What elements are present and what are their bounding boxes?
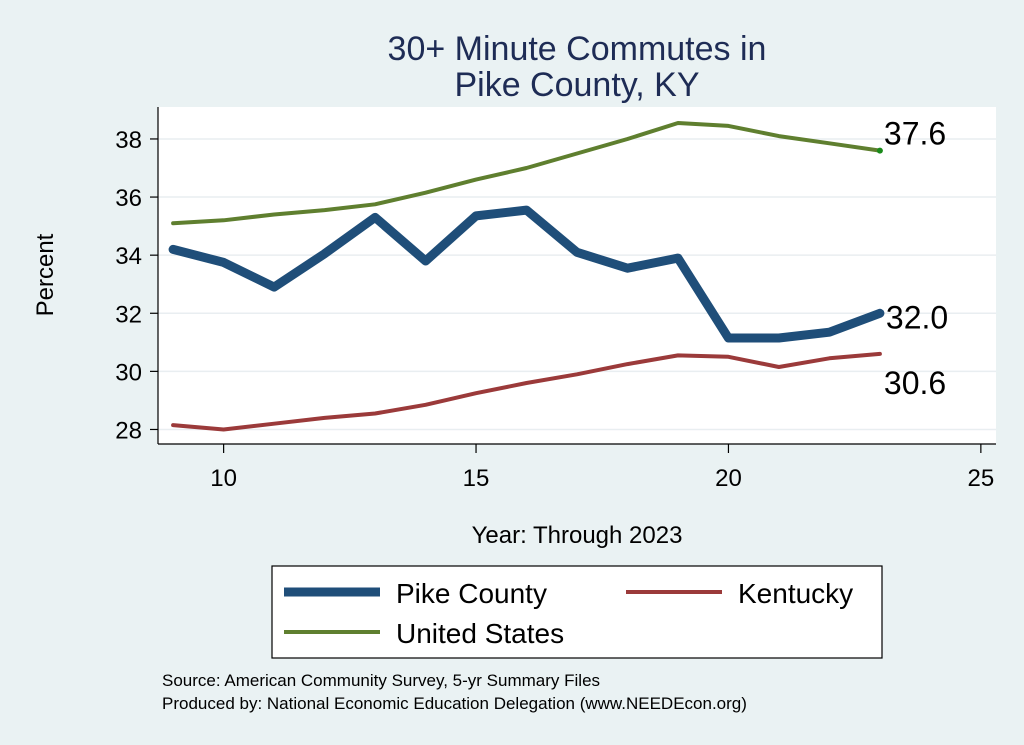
x-axis-title: Year: Through 2023 <box>472 522 683 549</box>
end-label-kentucky: 30.6 <box>884 365 946 401</box>
x-tick-label: 15 <box>463 465 490 492</box>
series-layer <box>168 121 885 432</box>
chart-title-line-2: Pike County, KY <box>454 66 699 104</box>
y-tick-label: 38 <box>115 127 142 154</box>
legend-label-kentucky: Kentucky <box>738 578 853 609</box>
gridlines <box>158 138 996 431</box>
y-tick-label: 30 <box>115 359 142 386</box>
end-label-united-states: 37.6 <box>884 116 946 152</box>
y-tick-label: 34 <box>115 243 142 270</box>
x-ticks: 10 15 20 25 <box>210 444 994 492</box>
chart-title-line-1: 30+ Minute Commutes in <box>388 30 767 68</box>
end-label-pike-county: 32.0 <box>886 299 948 335</box>
producer-note: Produced by: National Economic Education… <box>162 694 747 713</box>
end-labels: 30.6 37.6 32.0 <box>876 116 948 401</box>
y-tick-label: 32 <box>115 301 142 328</box>
y-tick-label: 28 <box>115 417 142 444</box>
y-axis-title: Percent <box>32 233 59 316</box>
x-tick-label: 10 <box>210 465 237 492</box>
y-ticks: 28 30 32 34 36 38 <box>115 127 158 444</box>
y-tick-label: 36 <box>115 185 142 212</box>
x-tick-label: 25 <box>968 465 995 492</box>
legend: Pike County Kentucky United States <box>284 578 853 649</box>
legend-label-united-states: United States <box>396 618 564 649</box>
source-note: Source: American Community Survey, 5-yr … <box>162 671 600 690</box>
x-tick-label: 20 <box>715 465 742 492</box>
legend-label-pike-county: Pike County <box>396 578 547 609</box>
end-marker-united-states <box>876 147 883 154</box>
legend-box <box>271 565 883 659</box>
